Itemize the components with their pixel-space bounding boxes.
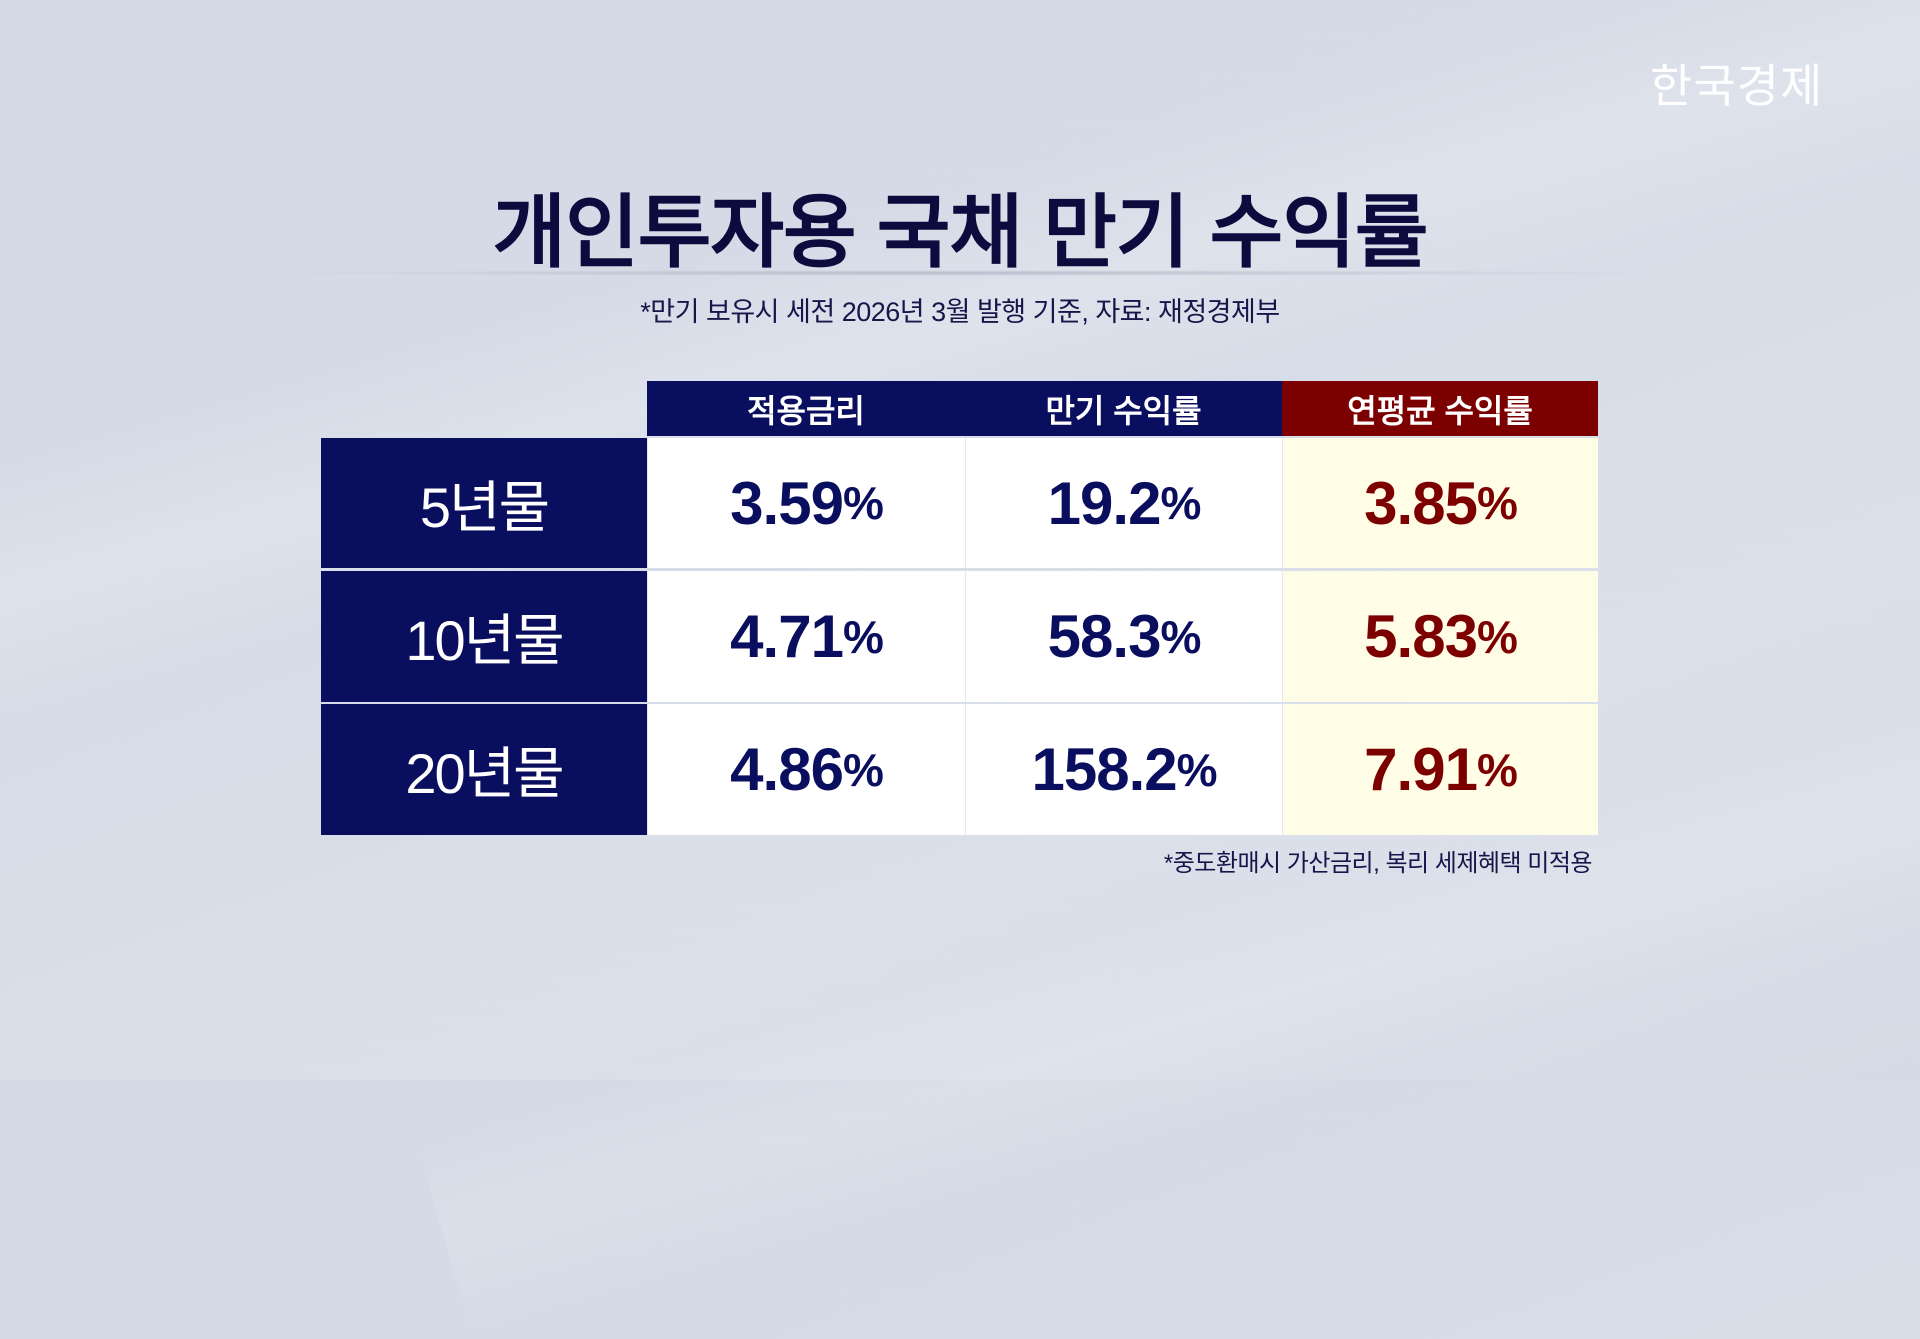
value: 5.83 bbox=[1364, 603, 1478, 670]
value: 58.3 bbox=[1047, 603, 1162, 670]
table-cell-maturity-yield: 158.2% bbox=[965, 704, 1282, 835]
broadcaster-logo: 한국경제 bbox=[1650, 59, 1824, 113]
table-cell-annual-yield: 3.85% bbox=[1282, 438, 1598, 568]
unit: % bbox=[1476, 477, 1518, 529]
unit: % bbox=[1160, 477, 1201, 529]
table-cell-maturity-yield: 19.2% bbox=[965, 438, 1282, 568]
value: 19.2 bbox=[1047, 469, 1162, 537]
value: 7.91 bbox=[1364, 736, 1478, 803]
value: 3.59 bbox=[730, 469, 844, 537]
unit: % bbox=[1476, 743, 1518, 796]
row-header-10y: 10년물 bbox=[321, 571, 647, 702]
subtitle: *만기 보유시 세전 2026년 3월 발행 기준, 자료: 재정경제부 bbox=[640, 297, 1280, 327]
column-header-annual-yield: 연평균 수익률 bbox=[1282, 381, 1598, 436]
value: 4.86 bbox=[730, 736, 844, 803]
table-cell-annual-yield: 5.83% bbox=[1282, 571, 1598, 702]
value: 4.71 bbox=[730, 603, 844, 670]
table-cell-rate: 4.86% bbox=[647, 704, 965, 835]
unit: % bbox=[1160, 610, 1201, 663]
table-cell-annual-yield: 7.91% bbox=[1282, 704, 1598, 835]
unit: % bbox=[842, 477, 884, 529]
row-header-5y: 5년물 bbox=[321, 438, 647, 568]
column-header-rate: 적용금리 bbox=[647, 381, 965, 436]
row-header-20y: 20년물 bbox=[321, 704, 647, 835]
unit: % bbox=[1176, 743, 1218, 796]
unit: % bbox=[842, 743, 884, 796]
unit: % bbox=[1476, 610, 1518, 663]
page-title: 개인투자용 국채 만기 수익률 bbox=[492, 188, 1429, 277]
value: 3.85 bbox=[1364, 469, 1478, 537]
footnote: *중도환매시 가산금리, 복리 세제혜택 미적용 bbox=[1163, 850, 1593, 877]
unit: % bbox=[842, 610, 884, 663]
table-cell-rate: 4.71% bbox=[647, 571, 965, 702]
table-cell-maturity-yield: 58.3% bbox=[965, 571, 1282, 702]
title-divider bbox=[250, 270, 1670, 276]
column-header-maturity-yield: 만기 수익률 bbox=[965, 381, 1282, 436]
table-cell-rate: 3.59% bbox=[647, 438, 965, 568]
value: 158.2 bbox=[1031, 736, 1177, 803]
